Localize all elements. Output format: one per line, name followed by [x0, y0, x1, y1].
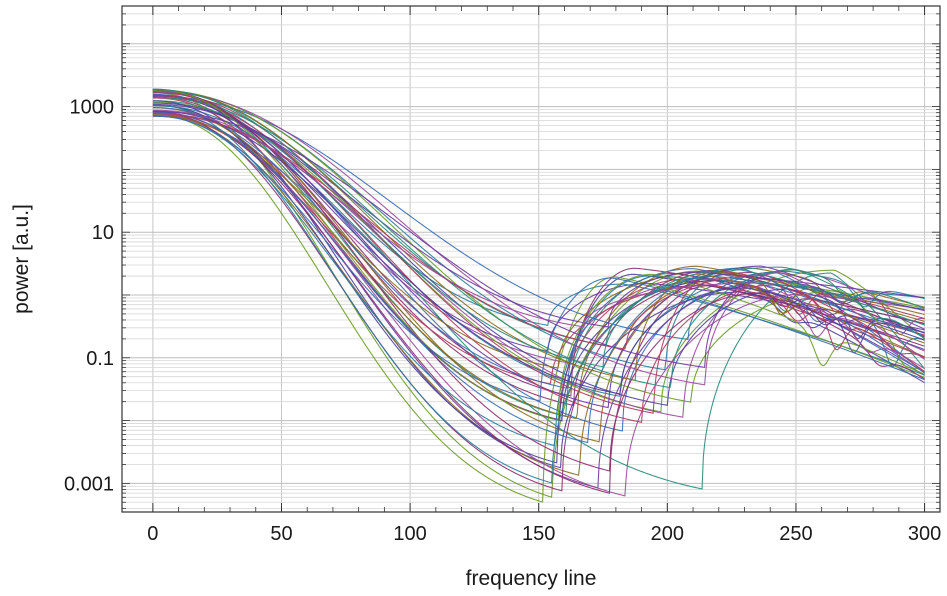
series-line: [152, 109, 925, 370]
series-line: [152, 100, 925, 464]
x-tick-labels: 0 50 100 150 200 250 300: [147, 523, 941, 545]
series-line: [152, 104, 925, 484]
x-tick-label: 250: [779, 523, 812, 545]
series-line: [152, 114, 925, 503]
plot-frame: [121, 5, 941, 513]
series-line: [152, 115, 925, 447]
y-tick-label: 1000: [70, 97, 115, 119]
x-tick-label: 200: [651, 523, 684, 545]
x-tick-label: 0: [147, 523, 158, 545]
grid: [122, 5, 940, 512]
series-line: [152, 94, 925, 423]
series-line: [152, 111, 925, 444]
series-line: [152, 112, 925, 372]
series-lines: [152, 88, 925, 503]
y-axis-label: power [a.u.]: [10, 204, 33, 314]
series-line: [152, 102, 925, 406]
series-line: [152, 96, 925, 389]
series-line: [152, 110, 925, 395]
x-tick-label: 100: [393, 523, 426, 545]
series-line: [152, 89, 925, 421]
y-tick-labels: 0.001 0.1 10 1000: [64, 97, 114, 496]
x-tick-label: 300: [908, 523, 941, 545]
x-tick-label: 150: [522, 523, 555, 545]
series-line: [152, 114, 925, 369]
series-line: [152, 91, 925, 386]
y-tick-label: 10: [92, 222, 114, 244]
y-tick-label: 0.1: [86, 348, 114, 370]
series-line: [152, 89, 925, 368]
series-line: [152, 91, 925, 376]
series-line: [152, 89, 925, 381]
x-axis-label: frequency line: [466, 567, 597, 590]
tick-marks: [122, 5, 940, 512]
x-tick-label: 50: [270, 523, 292, 545]
series-line: [152, 115, 925, 402]
y-tick-label: 0.001: [64, 473, 114, 495]
series-line: [152, 103, 925, 328]
